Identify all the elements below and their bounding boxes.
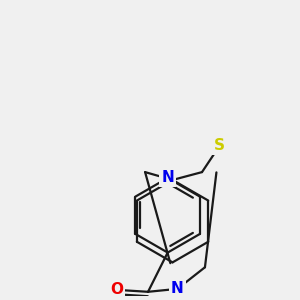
Text: N: N xyxy=(161,170,174,185)
Text: N: N xyxy=(171,281,184,296)
Text: O: O xyxy=(110,282,123,297)
Text: S: S xyxy=(214,138,225,153)
